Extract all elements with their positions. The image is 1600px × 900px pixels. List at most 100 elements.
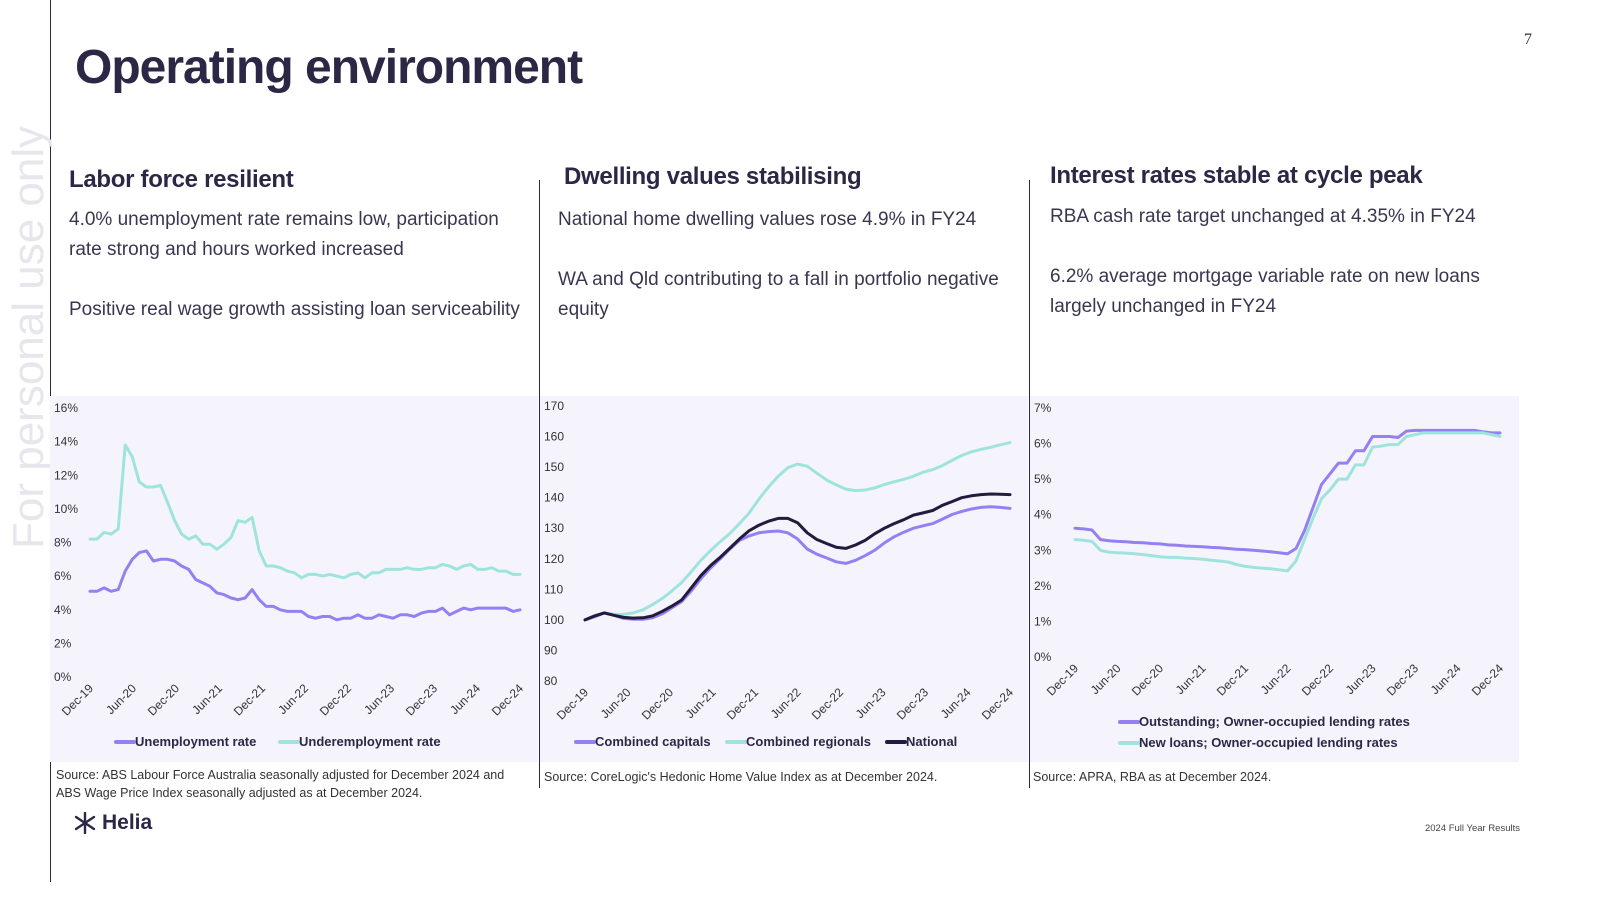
x-tick-label: Jun-22 (1258, 661, 1294, 697)
section-paragraph: RBA cash rate target unchanged at 4.35% … (1050, 206, 1476, 227)
x-tick-label: Dec-23 (1384, 661, 1421, 698)
legend-label: Combined regionals (746, 734, 871, 749)
x-tick-label: Jun-24 (447, 681, 483, 717)
x-tick-label: Dec-22 (1299, 661, 1336, 698)
y-tick-label: 2% (1034, 579, 1052, 593)
footer-text: 2024 Full Year Results (1424, 823, 1520, 834)
section-paragraph: Positive real wage growth assisting loan… (69, 299, 520, 320)
x-tick-label: Dec-22 (317, 681, 354, 718)
x-tick-label: Jun-21 (683, 685, 719, 721)
labor-force-chart: 0% 2% 4% 6% 8% 10% 12% 14% 16% Dec-19 Jun-20 Dec-20… (54, 401, 526, 749)
x-tick-label: Jun-23 (361, 681, 397, 717)
source-note-interest: Source: APRA, RBA as at December 2024. (1033, 770, 1272, 784)
y-tick-label: 14% (54, 435, 78, 449)
section-paragraph: 6.2% average mortgage variable rate on n… (1050, 266, 1480, 317)
x-tick-label: Jun-21 (1173, 661, 1209, 697)
x-tick-label: Jun-22 (768, 685, 804, 721)
x-tick-label: Dec-24 (979, 685, 1016, 722)
helia-star-icon (74, 812, 96, 834)
x-tick-label: Dec-24 (489, 681, 526, 718)
x-tick-label: Jun-20 (103, 681, 139, 717)
y-tick-label: 160 (544, 430, 564, 444)
y-tick-label: 120 (544, 552, 564, 566)
series-line-new-loans-owner-occupied-lending-rates (1073, 431, 1502, 573)
y-tick-label: 140 (544, 491, 564, 505)
section-body-labor: 4.0% unemployment rate remains low, part… (69, 205, 534, 325)
series-line-underemployment-rate (88, 443, 522, 580)
x-tick-label: Jun-22 (275, 681, 311, 717)
x-tick-label: Dec-19 (1044, 661, 1081, 698)
watermark: For personal use only (4, 125, 53, 549)
y-tick-label: 2% (54, 636, 72, 650)
y-tick-label: 6% (54, 569, 72, 583)
x-tick-label: Jun-24 (1428, 661, 1464, 697)
y-tick-label: 4% (1034, 508, 1052, 522)
y-tick-label: 110 (544, 582, 563, 596)
x-tick-label: Dec-19 (59, 681, 96, 718)
brand-name: Helia (102, 811, 153, 834)
x-tick-label: Jun-20 (1088, 661, 1124, 697)
y-tick-label: 170 (544, 399, 564, 413)
section-heading-interest: Interest rates stable at cycle peak (1050, 162, 1423, 189)
source-note-dwelling: Source: CoreLogic's Hedonic Home Value I… (544, 770, 938, 784)
source-note-labor: Source: ABS Labour Force Australia seaso… (56, 768, 505, 800)
y-tick-label: 150 (544, 460, 564, 474)
column-divider (1029, 180, 1030, 788)
section-heading-labor: Labor force resilient (69, 166, 294, 193)
y-tick-label: 5% (1034, 472, 1052, 486)
x-tick-label: Dec-20 (145, 681, 182, 718)
x-tick-label: Dec-21 (724, 685, 761, 722)
section-heading-dwelling: Dwelling values stabilising (564, 163, 862, 190)
y-tick-label: 7% (1034, 401, 1052, 415)
series-line-combined-capitals (583, 505, 1012, 622)
helia-logo: Helia (74, 811, 152, 835)
x-tick-label: Jun-20 (598, 685, 634, 721)
series-line-outstanding-owner-occupied-lending-rates (1073, 428, 1502, 556)
section-paragraph: 4.0% unemployment rate remains low, part… (69, 209, 499, 260)
y-tick-label: 6% (1034, 437, 1052, 451)
column-divider (539, 180, 540, 788)
y-tick-label: 3% (1034, 543, 1052, 557)
y-tick-label: 90 (544, 643, 558, 657)
section-paragraph: WA and Qld contributing to a fall in por… (558, 269, 999, 320)
legend-label: New loans; Owner-occupied lending rates (1139, 735, 1398, 750)
interest-rates-chart: 0% 1% 2% 3% 4% 5% 6% 7% Dec-19 Jun-20 Dec-20 Jun-21… (1034, 401, 1506, 750)
section-paragraph: National home dwelling values rose 4.9% … (558, 209, 977, 230)
y-tick-label: 0% (54, 670, 72, 684)
y-tick-label: 1% (1034, 614, 1052, 628)
legend-label: Combined capitals (595, 734, 711, 749)
section-body-dwelling: National home dwelling values rose 4.9% … (558, 205, 1018, 325)
legend-label: Outstanding; Owner-occupied lending rate… (1139, 714, 1410, 729)
y-tick-label: 4% (54, 603, 72, 617)
legend-label: Unemployment rate (135, 734, 256, 749)
chart-panel-dwelling (540, 396, 1028, 762)
series-line-national (583, 492, 1012, 622)
x-tick-label: Jun-23 (853, 685, 889, 721)
x-tick-label: Jun-21 (189, 681, 225, 717)
y-tick-label: 16% (54, 401, 78, 415)
x-tick-label: Dec-21 (231, 681, 268, 718)
legend-label: National (906, 734, 957, 749)
y-tick-label: 12% (54, 468, 78, 482)
page-title: Operating environment (75, 41, 583, 94)
dwelling-values-chart: 80 90 100 110 120 130 140 150 160 170 Dec-19 Jun-20… (544, 399, 1016, 749)
page-number: 7 (1524, 31, 1532, 48)
x-tick-label: Jun-24 (938, 685, 974, 721)
y-tick-label: 0% (1034, 650, 1052, 664)
x-tick-label: Dec-23 (894, 685, 931, 722)
section-body-interest: RBA cash rate target unchanged at 4.35% … (1050, 202, 1510, 322)
x-tick-label: Dec-23 (403, 681, 440, 718)
x-tick-label: Dec-22 (809, 685, 846, 722)
x-tick-label: Dec-19 (554, 685, 591, 722)
y-tick-label: 10% (54, 502, 78, 516)
y-tick-label: 80 (544, 674, 558, 688)
y-tick-label: 130 (544, 521, 564, 535)
series-line-combined-regionals (583, 441, 1012, 622)
y-tick-label: 100 (544, 613, 564, 627)
chart-panel-interest (1030, 396, 1519, 762)
x-tick-label: Dec-20 (639, 685, 676, 722)
x-tick-label: Dec-20 (1129, 661, 1166, 698)
y-tick-label: 8% (54, 536, 72, 550)
x-tick-label: Dec-21 (1214, 661, 1251, 698)
legend-label: Underemployment rate (299, 734, 441, 749)
